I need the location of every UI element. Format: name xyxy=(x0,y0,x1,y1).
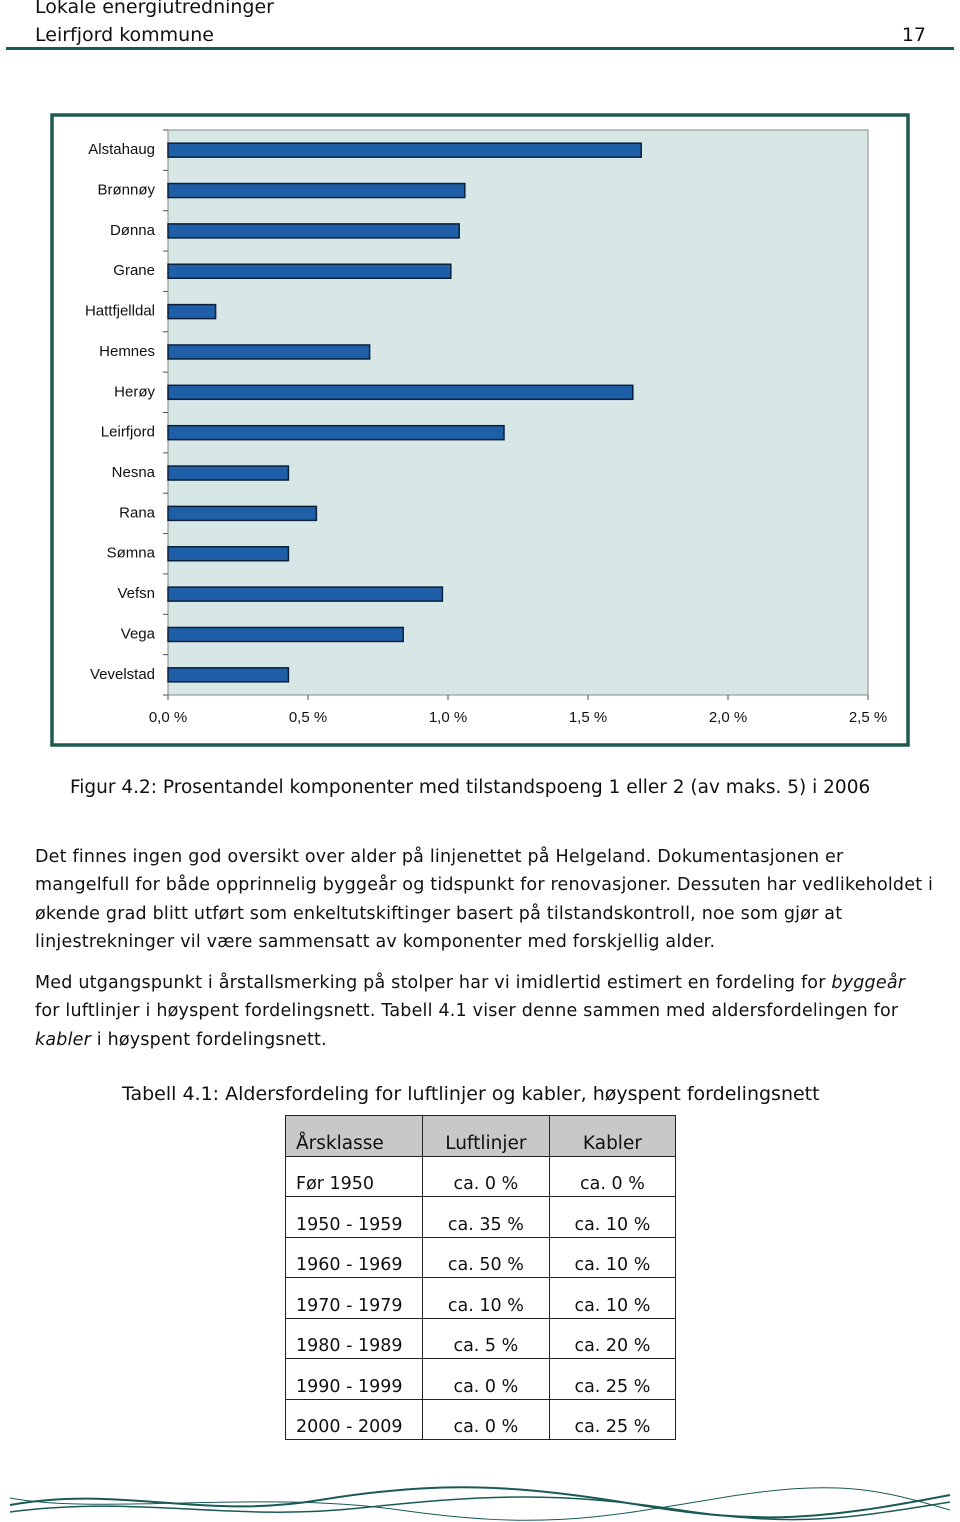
y-tick-label: Vega xyxy=(121,625,156,642)
table-cell: 1980 - 1989 xyxy=(285,1317,423,1359)
text: for luftlinjer i høyspent fordelingsnett… xyxy=(35,1001,899,1022)
bar xyxy=(167,384,634,401)
table-title: Tabell 4.1: Aldersfordeling for luftlinj… xyxy=(122,1083,820,1105)
table-cell: ca. 25 % xyxy=(548,1398,677,1440)
table-row: 1990 - 1999 ca. 0 % ca. 25 % xyxy=(285,1358,677,1400)
bar xyxy=(167,667,290,683)
emphasis: kabler xyxy=(35,1029,91,1050)
table-cell: ca. 10 % xyxy=(548,1236,677,1278)
table-row: 1950 - 1959 ca. 35 % ca. 10 % xyxy=(285,1196,677,1238)
table-row: Før 1950 ca. 0 % ca. 0 % xyxy=(285,1155,677,1197)
bar xyxy=(167,505,318,522)
table-cell: ca. 10 % xyxy=(548,1277,677,1319)
y-tick-label: Brønnøy xyxy=(97,182,155,199)
y-tick-label: Grane xyxy=(113,262,155,279)
x-tick-label: 1,5 % xyxy=(569,709,607,726)
bar xyxy=(167,142,642,158)
y-tick-label: Hemnes xyxy=(99,343,155,360)
table-row: 2000 - 2009 ca. 0 % ca. 25 % xyxy=(285,1398,677,1440)
text: Det finnes ingen god oversikt over alder… xyxy=(35,847,934,952)
table-cell: 1990 - 1999 xyxy=(285,1358,423,1400)
paragraph: Det finnes ingen god oversikt over alder… xyxy=(35,843,935,956)
table-cell: Årsklasse xyxy=(285,1115,423,1157)
table-cell: ca. 0 % xyxy=(421,1358,550,1400)
figure-caption: Figur 4.2: Prosentandel komponenter med … xyxy=(70,777,871,798)
table-cell: Luftlinjer xyxy=(421,1115,550,1157)
header-rule xyxy=(6,47,954,50)
y-tick-label: Herøy xyxy=(114,383,155,400)
bar xyxy=(167,263,452,279)
y-tick-label: Leirfjord xyxy=(101,424,155,441)
y-tick-label: Vefsn xyxy=(117,585,155,602)
header-title: Lokale energiutredninger xyxy=(35,0,274,18)
table-cell: ca. 0 % xyxy=(548,1155,677,1197)
bar xyxy=(167,626,404,643)
table-cell: Før 1950 xyxy=(285,1155,423,1197)
text: Med utgangspunkt i årstallsmerking på st… xyxy=(35,973,832,993)
table-cell: 1950 - 1959 xyxy=(285,1196,423,1238)
table-cell: ca. 20 % xyxy=(548,1317,677,1359)
y-tick-label: Sømna xyxy=(107,545,156,562)
table-cell: 1960 - 1969 xyxy=(285,1236,423,1278)
table-cell: ca. 10 % xyxy=(548,1196,677,1238)
bar xyxy=(167,465,290,481)
bar xyxy=(167,223,460,239)
table-cell: ca. 25 % xyxy=(548,1358,677,1400)
x-tick-label: 0,5 % xyxy=(289,709,327,726)
header-subtitle: Leirfjord kommune xyxy=(35,24,214,46)
footer-wave xyxy=(9,1486,951,1521)
table-cell: ca. 0 % xyxy=(421,1398,550,1440)
y-tick-label: Vevelstad xyxy=(90,666,155,683)
table: Årsklasse Luftlinjer Kabler Før 1950 ca. 0 %… xyxy=(285,1115,677,1440)
bar xyxy=(167,424,505,441)
x-tick-label: 1,0 % xyxy=(429,709,467,726)
bar xyxy=(167,586,444,602)
text: i høyspent fordelingsnett. xyxy=(91,1029,327,1050)
table-cell: ca. 5 % xyxy=(421,1317,550,1359)
table-cell: Kabler xyxy=(548,1115,677,1157)
bar xyxy=(167,344,371,360)
bar xyxy=(167,303,217,320)
bar xyxy=(167,182,466,199)
table-row: Årsklasse Luftlinjer Kabler xyxy=(285,1115,677,1157)
y-tick-label: Hattfjelldal xyxy=(85,303,155,320)
x-tick-label: 2,0 % xyxy=(709,709,747,726)
page-number: 17 xyxy=(901,24,926,46)
y-tick-label: Alstahaug xyxy=(88,141,155,158)
table-row: 1960 - 1969 ca. 50 % ca. 10 % xyxy=(285,1236,677,1278)
emphasis: byggeår xyxy=(831,973,906,993)
table-row: 1980 - 1989 ca. 5 % ca. 20 % xyxy=(285,1317,677,1359)
x-tick-label: 2,5 % xyxy=(849,709,887,726)
table-row: 1970 - 1979 ca. 10 % ca. 10 % xyxy=(285,1277,677,1319)
paragraph: Med utgangspunkt i årstallsmerking på st… xyxy=(35,969,935,1054)
table-cell: ca. 50 % xyxy=(421,1236,550,1278)
y-tick-label: Dønna xyxy=(110,222,156,239)
bar xyxy=(167,546,290,562)
table-cell: 1970 - 1979 xyxy=(285,1277,423,1319)
table-cell: ca. 10 % xyxy=(421,1277,550,1319)
table-cell: 2000 - 2009 xyxy=(285,1398,423,1440)
y-tick-label: Rana xyxy=(119,504,156,521)
y-tick-label: Nesna xyxy=(112,464,156,481)
table-cell: ca. 0 % xyxy=(421,1155,550,1197)
table-cell: ca. 35 % xyxy=(421,1196,550,1238)
chart: 0,0 % 0,5 % 1,0 % 1,5 % 2,0 % 2,5 % Alstahaug B… xyxy=(50,113,910,747)
plot-area xyxy=(167,129,869,696)
x-tick-label: 0,0 % xyxy=(149,709,187,726)
